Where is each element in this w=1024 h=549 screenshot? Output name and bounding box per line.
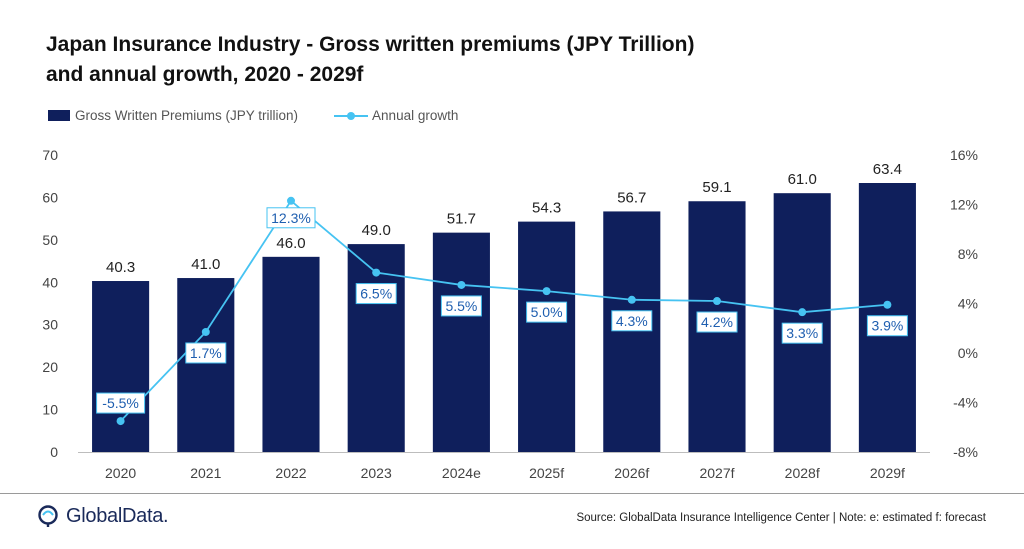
bar-value-label: 59.1	[702, 179, 731, 196]
bar	[92, 281, 150, 452]
growth-label-box	[355, 283, 397, 305]
growth-point	[287, 196, 295, 205]
growth-line	[119, 199, 888, 422]
bar	[518, 221, 576, 452]
growth-label-box	[611, 310, 653, 332]
y-right-tick-label: 0%	[958, 345, 978, 361]
bar	[177, 278, 235, 452]
growth-label-box	[96, 392, 146, 414]
bar-value-label: 46.0	[276, 235, 305, 252]
globaldata-logo-icon	[38, 505, 58, 527]
footer-divider	[0, 493, 1024, 494]
x-tick-label: 2023	[361, 465, 392, 481]
growth-label-box	[185, 342, 227, 364]
growth-value-label: 4.2%	[701, 314, 733, 330]
growth-label-box	[781, 322, 823, 344]
legend-line-swatch	[334, 110, 369, 122]
growth-label-box	[266, 207, 316, 229]
y-right-tick-label: 12%	[950, 197, 978, 213]
x-tick-label: 2021	[190, 465, 221, 481]
y-left-tick-label: 0	[50, 444, 58, 460]
growth-value-label: 3.9%	[871, 318, 903, 334]
growth-point	[798, 308, 807, 317]
y-left-tick-label: 30	[42, 317, 58, 333]
bar	[432, 232, 490, 452]
growth-point	[627, 295, 636, 304]
growth-value-label: 4.3%	[616, 313, 648, 329]
growth-point	[116, 417, 125, 426]
x-tick-label: 2020	[105, 465, 136, 481]
bar-value-label: 41.0	[191, 256, 220, 273]
x-tick-label: 2024e	[442, 465, 481, 481]
legend-item-bars: Gross Written Premiums (JPY trillion)	[48, 108, 298, 123]
bar-value-label: 49.0	[362, 222, 391, 239]
legend: Gross Written Premiums (JPY trillion) An…	[48, 108, 494, 123]
title-line-2: and annual growth, 2020 - 2029f	[46, 63, 364, 86]
y-left-tick-label: 50	[42, 232, 58, 248]
growth-label-box	[866, 315, 908, 337]
y-right-tick-label: -8%	[953, 444, 978, 460]
growth-label-box	[696, 311, 738, 333]
y-right-tick-label: 8%	[958, 246, 978, 262]
x-tick-label: 2029f	[870, 465, 905, 481]
globaldata-logo: GlobalData.	[36, 504, 169, 528]
bar-value-label: 40.3	[106, 259, 135, 276]
growth-value-label: 1.7%	[190, 345, 222, 361]
x-tick-label: 2022	[275, 465, 306, 481]
growth-point	[457, 280, 466, 289]
y-right-tick-label: -4%	[953, 395, 978, 411]
growth-label-box	[526, 301, 568, 323]
growth-point	[713, 297, 721, 306]
x-tick-label: 2026f	[614, 465, 649, 481]
growth-point	[201, 327, 210, 336]
bar-value-label: 54.3	[532, 200, 561, 217]
growth-label-box	[440, 295, 482, 317]
growth-value-label: 3.3%	[786, 325, 818, 341]
growth-point	[883, 300, 892, 309]
source-note: Source: GlobalData Insurance Intelligenc…	[576, 512, 986, 524]
bar	[347, 244, 405, 452]
title-line-1: Japan Insurance Industry - Gross written…	[46, 33, 695, 56]
bar	[603, 211, 661, 452]
bar-value-label: 63.4	[873, 161, 902, 178]
bar-value-label: 61.0	[788, 171, 817, 188]
growth-point	[372, 268, 381, 277]
legend-bar-swatch	[48, 110, 70, 121]
chart-title: Japan Insurance Industry - Gross written…	[46, 30, 946, 90]
bar-value-label: 56.7	[617, 189, 646, 206]
growth-point	[542, 287, 551, 296]
logo-text: GlobalData.	[66, 504, 169, 527]
bar	[262, 256, 320, 452]
y-left-tick-label: 70	[42, 147, 58, 163]
y-left-tick-label: 20	[42, 359, 58, 375]
y-left-tick-label: 60	[42, 189, 58, 205]
growth-value-label: -5.5%	[102, 395, 139, 411]
growth-value-label: 5.0%	[531, 304, 563, 320]
growth-value-label: 12.3%	[271, 210, 311, 226]
y-right-tick-label: 16%	[950, 147, 978, 163]
y-right-tick-label: 4%	[958, 296, 978, 312]
growth-value-label: 5.5%	[445, 298, 477, 314]
legend-item-line: Annual growth	[334, 108, 458, 123]
legend-bar-label: Gross Written Premiums (JPY trillion)	[75, 108, 299, 123]
y-left-tick-label: 10	[42, 402, 58, 418]
x-tick-label: 2025f	[529, 465, 564, 481]
growth-value-label: 6.5%	[360, 286, 392, 302]
bar-value-label: 51.7	[447, 211, 476, 228]
x-tick-label: 2027f	[699, 465, 734, 481]
x-tick-label: 2028f	[785, 465, 820, 481]
y-left-tick-label: 40	[42, 274, 58, 290]
legend-line-label: Annual growth	[372, 108, 459, 123]
bar	[773, 193, 831, 452]
